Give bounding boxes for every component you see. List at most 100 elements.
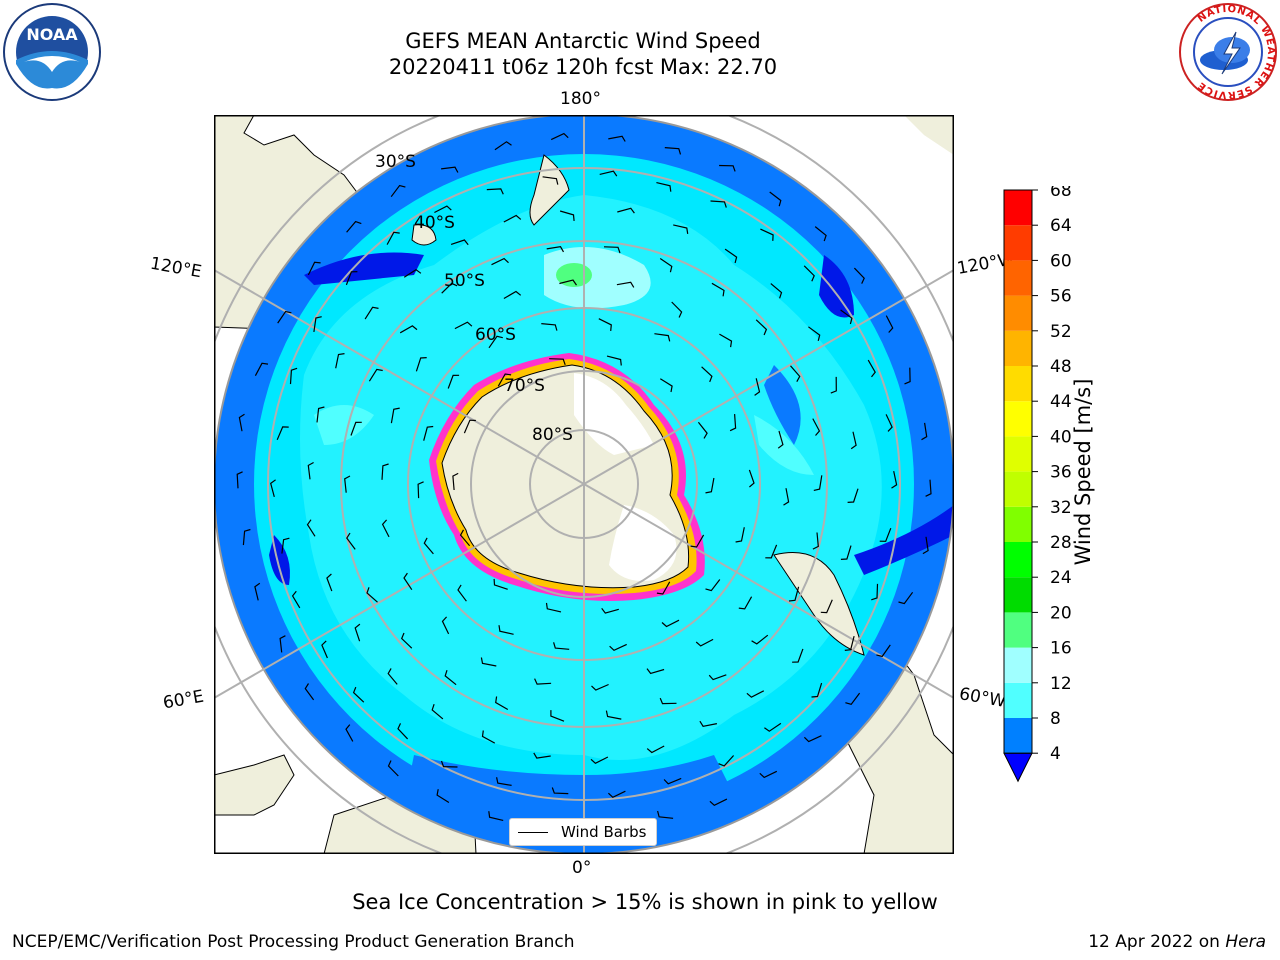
lat-label-40s: 40°S xyxy=(414,213,455,233)
wind-barb xyxy=(533,752,551,759)
lon-label-60e: 60°E xyxy=(161,686,206,714)
wind-barb xyxy=(891,470,898,489)
wind-barb xyxy=(559,279,577,286)
colorbar-segment xyxy=(1004,718,1032,754)
wind-barb xyxy=(697,421,708,439)
wind-barb xyxy=(664,147,682,155)
wind-barb xyxy=(695,638,714,647)
map-title: GEFS MEAN Antarctic Wind Speed xyxy=(405,29,761,53)
wind-barb xyxy=(770,283,783,299)
wind-barb xyxy=(447,374,460,389)
wind-barb xyxy=(534,678,552,685)
colorbar-tick-label: 60 xyxy=(1050,251,1072,271)
wind-barb xyxy=(346,220,362,233)
wind-barb xyxy=(352,686,365,703)
nws-logo: NATIONAL WEATHER SERVICE xyxy=(1178,2,1278,102)
wind-barb xyxy=(840,545,852,560)
wind-barb xyxy=(440,760,458,768)
wind-barb xyxy=(790,365,801,382)
wind-barb xyxy=(746,690,765,698)
wind-barb xyxy=(617,207,635,214)
colorbar-tick-label: 20 xyxy=(1050,603,1072,623)
wind-barb xyxy=(699,720,718,727)
run-date-text: 12 Apr 2022 on Hera xyxy=(1088,932,1266,952)
wind-barb xyxy=(719,333,733,348)
wind-barb xyxy=(236,471,243,489)
wind-barb xyxy=(403,572,413,591)
wind-barb xyxy=(898,591,914,605)
wind-barb xyxy=(754,378,761,396)
colorbar-segment xyxy=(1004,682,1032,718)
wind-barb xyxy=(812,532,819,550)
wind-barb xyxy=(751,634,769,645)
wind-barb xyxy=(656,581,671,595)
colorbar-tick-label: 64 xyxy=(1050,216,1072,236)
wind-barb xyxy=(765,544,778,559)
wind-barb xyxy=(711,282,725,297)
meridian-lines xyxy=(213,115,955,854)
wind-barb xyxy=(386,231,400,245)
wind-barb xyxy=(659,258,673,273)
colorbar-segment xyxy=(1004,577,1032,613)
wind-barb xyxy=(503,290,522,300)
lon-label-0: 0° xyxy=(572,858,592,878)
wind-barb xyxy=(792,648,804,663)
noaa-logo: NOAA xyxy=(2,2,102,102)
wind-barb xyxy=(609,643,627,652)
wind-barb xyxy=(759,770,778,779)
wind-barb xyxy=(646,668,665,675)
colorbar-extend-arrow xyxy=(1003,752,1033,783)
lat-label-50s: 50°S xyxy=(444,271,485,291)
wind-barb xyxy=(423,425,434,441)
wind-barb xyxy=(885,414,893,432)
wind-barb xyxy=(550,710,565,722)
wind-barb xyxy=(444,670,457,686)
wind-barb xyxy=(607,790,626,799)
colorbar-segment xyxy=(1004,647,1032,683)
wind-barb xyxy=(663,777,682,785)
wind-barb xyxy=(415,357,427,372)
colorbar-segment xyxy=(1004,295,1032,331)
credit-text: NCEP/EMC/Verification Post Processing Pr… xyxy=(12,932,575,952)
wind-barb xyxy=(452,472,459,491)
wind-barb xyxy=(808,326,821,342)
wind-barb xyxy=(400,632,413,649)
wind-barb xyxy=(497,373,512,387)
wind-barb xyxy=(847,488,859,503)
colorbar-segment xyxy=(1004,506,1032,542)
run-date: 12 Apr 2022 on xyxy=(1088,932,1226,952)
colorbar-label: Wind Speed [m/s] xyxy=(1071,378,1095,566)
colorbar-segment xyxy=(1004,436,1032,472)
wind-barb xyxy=(803,265,815,282)
wind-barb xyxy=(344,475,351,493)
map-subtitle: 20220411 t06z 120h fcst Max: 22.70 xyxy=(388,55,778,79)
colorbar-segment xyxy=(1004,260,1032,296)
wind-barb xyxy=(811,682,823,698)
wind-barb xyxy=(307,261,321,276)
wind-barb xyxy=(335,353,345,369)
wind-barb xyxy=(546,246,565,253)
colorbar-segment xyxy=(1004,471,1032,507)
wind-barb xyxy=(661,619,680,628)
wind-barb xyxy=(671,301,683,318)
wind-barb xyxy=(735,527,745,543)
wind-barb xyxy=(590,756,609,765)
colorbar-tick-label: 16 xyxy=(1050,639,1072,659)
colorbar-segment xyxy=(1004,330,1032,366)
wind-barb xyxy=(812,418,821,436)
wind-barb xyxy=(270,479,276,498)
wind-barb xyxy=(845,692,861,705)
wind-barb xyxy=(654,333,671,342)
wind-barb xyxy=(431,704,444,720)
wind-barb xyxy=(541,323,558,331)
wind-barb xyxy=(608,135,626,142)
wind-barb xyxy=(441,166,459,173)
wind-barb xyxy=(276,426,289,441)
colorbar: 4 8 12 16 20 24 28 32 36 40 44 48 52 56 60 64 68 xyxy=(1000,181,1110,786)
lon-label-180: 180° xyxy=(560,89,601,109)
wind-barb xyxy=(876,644,891,658)
wind-barb xyxy=(598,318,612,331)
wind-barb xyxy=(705,477,715,494)
wind-barb xyxy=(495,696,509,711)
